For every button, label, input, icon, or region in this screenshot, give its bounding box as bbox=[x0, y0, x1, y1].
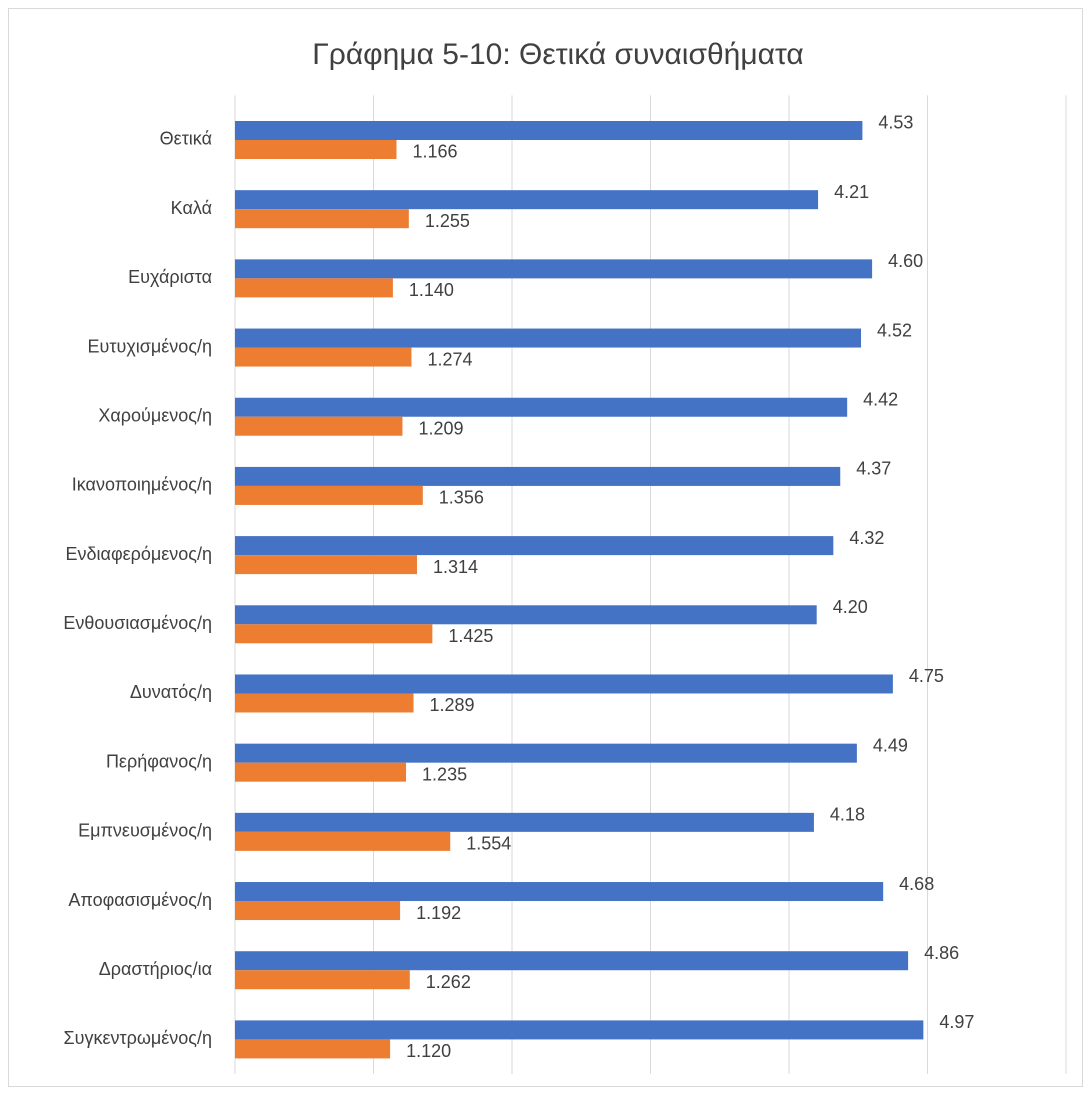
y-tick-label: Καλά bbox=[171, 198, 212, 218]
data-label: 4.18 bbox=[830, 805, 865, 825]
y-tick-label: Αποφασισμένος/η bbox=[68, 890, 212, 910]
bar bbox=[235, 743, 857, 763]
data-label: 1.554 bbox=[466, 834, 511, 854]
data-label: 4.53 bbox=[878, 113, 913, 133]
data-label: 1.289 bbox=[430, 695, 475, 715]
bar bbox=[235, 536, 834, 556]
data-label: 1.140 bbox=[409, 280, 454, 300]
data-label: 4.21 bbox=[834, 182, 869, 202]
data-label: 1.425 bbox=[448, 626, 493, 646]
data-label: 4.52 bbox=[877, 320, 912, 340]
data-label: 4.60 bbox=[888, 251, 923, 271]
data-label: 4.75 bbox=[909, 666, 944, 686]
data-label: 4.49 bbox=[873, 735, 908, 755]
y-tick-label: Ευτυχισμένος/η bbox=[88, 336, 212, 356]
y-tick-label: Ενθουσιασμένος/η bbox=[63, 613, 212, 633]
y-tick-label: Περήφανος/η bbox=[106, 751, 212, 771]
bar bbox=[235, 139, 397, 159]
data-label: 1.120 bbox=[406, 1041, 451, 1061]
bar bbox=[235, 970, 410, 990]
data-label: 1.166 bbox=[412, 142, 457, 162]
bar bbox=[235, 328, 862, 348]
data-label: 1.209 bbox=[418, 418, 463, 438]
bar bbox=[235, 190, 819, 210]
y-tick-label: Ικανοποιημένος/η bbox=[72, 475, 212, 495]
bar bbox=[235, 397, 848, 417]
data-label: 1.314 bbox=[433, 557, 478, 577]
data-label: 4.86 bbox=[924, 943, 959, 963]
bar bbox=[235, 812, 814, 832]
y-tick-label: Θετικά bbox=[160, 129, 212, 149]
y-tick-label: Ευχάριστα bbox=[128, 267, 212, 287]
bar bbox=[235, 951, 909, 971]
data-label: 1.235 bbox=[422, 764, 467, 784]
bar bbox=[235, 605, 817, 625]
data-label: 4.32 bbox=[849, 528, 884, 548]
data-label: 4.97 bbox=[939, 1012, 974, 1032]
bar bbox=[235, 485, 423, 505]
bar bbox=[235, 209, 409, 229]
y-tick-label: Εμπνευσμένος/η bbox=[78, 821, 212, 841]
bar bbox=[235, 278, 393, 298]
bar bbox=[235, 466, 841, 486]
bar bbox=[235, 347, 412, 367]
bar bbox=[235, 416, 403, 436]
bar bbox=[235, 762, 407, 782]
y-tick-label: Ενδιαφερόμενος/η bbox=[66, 544, 212, 564]
bar bbox=[235, 693, 414, 713]
y-tick-label: Συγκεντρωμένος/η bbox=[64, 1028, 213, 1048]
bar bbox=[235, 901, 401, 921]
data-label: 4.42 bbox=[863, 389, 898, 409]
bar bbox=[235, 831, 451, 851]
bar bbox=[235, 1020, 924, 1040]
bar bbox=[235, 1039, 391, 1059]
y-tick-label: Χαρούμενος/η bbox=[98, 405, 212, 425]
y-tick-label: Δυνατός/η bbox=[130, 682, 212, 702]
chart-title: Γράφημα 5-10: Θετικά συναισθήματα bbox=[312, 38, 804, 71]
data-label: 4.20 bbox=[833, 597, 868, 617]
data-label: 1.255 bbox=[425, 211, 470, 231]
bar bbox=[235, 259, 873, 279]
bar bbox=[235, 120, 863, 140]
bar bbox=[235, 674, 893, 694]
data-label: 1.262 bbox=[426, 972, 471, 992]
data-label: 4.37 bbox=[856, 459, 891, 479]
data-label: 1.356 bbox=[439, 488, 484, 508]
bar bbox=[235, 624, 433, 644]
bar bbox=[235, 882, 884, 902]
data-label: 1.274 bbox=[427, 349, 472, 369]
data-label: 4.68 bbox=[899, 874, 934, 894]
bar bbox=[235, 555, 417, 575]
y-tick-label: Δραστήριος/ια bbox=[99, 959, 212, 979]
data-label: 1.192 bbox=[416, 903, 461, 923]
